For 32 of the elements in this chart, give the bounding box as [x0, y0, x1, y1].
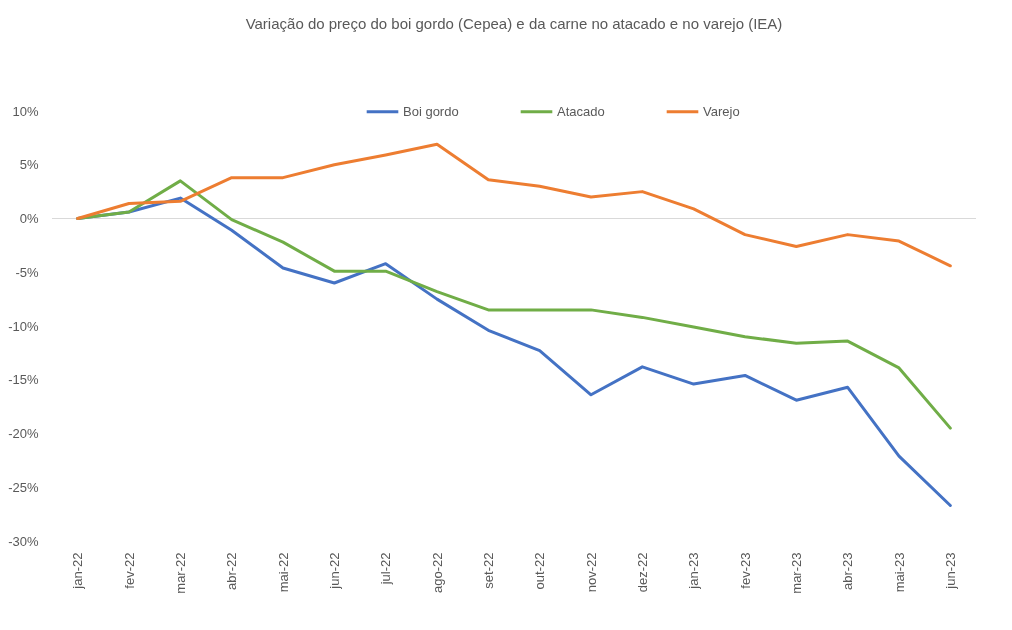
chart-title: Variação do preço do boi gordo (Cepea) e da carne no atacado e no varejo (IEA) [245, 15, 783, 32]
y-tick-label: 10% [12, 103, 39, 119]
y-tick-label: -25% [8, 479, 39, 495]
legend-label: Varejo [703, 103, 740, 119]
x-tick-label: mar-22 [172, 552, 188, 594]
y-tick-label: -30% [8, 533, 39, 549]
x-tick-label: jul-22 [378, 552, 394, 586]
x-tick-label: mai-23 [891, 552, 907, 593]
x-tick-label: fev-23 [737, 552, 753, 589]
y-tick-label: 0% [19, 211, 39, 226]
y-tick-label: -10% [8, 318, 39, 334]
x-tick-label: ago-22 [429, 552, 445, 593]
x-tick-label: abr-22 [224, 552, 240, 591]
legend-label: Boi gordo [403, 103, 459, 119]
x-tick-label: jun-23 [942, 552, 958, 590]
y-tick-label: 5% [19, 157, 39, 173]
y-tick-label: -5% [15, 264, 39, 280]
line-series [76, 142, 952, 268]
x-tick-label: jun-22 [326, 552, 342, 590]
x-tick-label: nov-22 [583, 552, 599, 593]
x-tick-label: jan-22 [70, 552, 86, 590]
y-tick-label: -20% [8, 426, 39, 441]
x-tick-label: mai-22 [275, 552, 291, 593]
y-tick-label: -15% [8, 372, 39, 388]
legend-label: Atacado [557, 103, 605, 119]
x-tick-label: jan-23 [686, 552, 702, 590]
x-tick-label: dez-22 [634, 552, 650, 593]
x-tick-label: out-22 [532, 552, 548, 590]
x-tick-label: fev-22 [121, 552, 137, 589]
x-tick-label: set-22 [480, 552, 496, 589]
x-tick-label: abr-23 [840, 552, 856, 591]
x-tick-label: mar-23 [788, 552, 804, 594]
